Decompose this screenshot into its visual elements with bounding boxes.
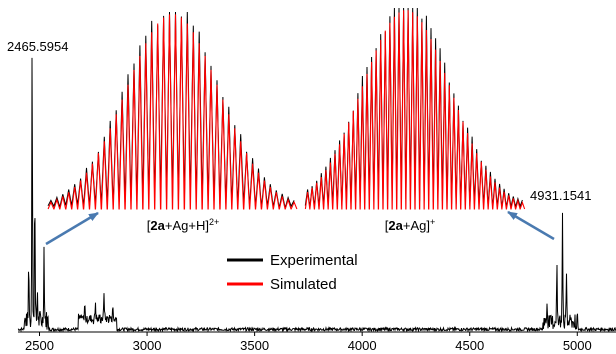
legend-item-experimental: Experimental	[227, 252, 358, 269]
x-ticks: 2500 3000 3500 4000 4500 5000	[25, 332, 592, 353]
legend-label-simulated: Simulated	[270, 276, 337, 293]
arrow-left-to-inset	[45, 211, 99, 246]
spectrum-trace	[17, 57, 616, 333]
legend-item-simulated: Simulated	[227, 276, 337, 293]
x-tick-label-3500: 3500	[240, 338, 269, 353]
x-tick-label-2500: 2500	[25, 338, 54, 353]
x-tick-label-4500: 4500	[455, 338, 484, 353]
inset-isotope-pattern-dication	[47, 11, 298, 210]
inset-label-dication: [2a+Ag+H]2+	[147, 217, 219, 233]
legend-label-experimental: Experimental	[270, 252, 358, 269]
x-tick-label-4000: 4000	[348, 338, 377, 353]
main-spectrum	[17, 57, 616, 333]
inset-1-simulated-trace	[304, 10, 526, 210]
x-tick-label-3000: 3000	[133, 338, 162, 353]
inset-label-monocation: [2a+Ag]+	[385, 217, 435, 233]
inset-0-simulated-trace	[47, 14, 298, 210]
inset-isotope-pattern-monocation	[304, 7, 526, 210]
legend: Experimental Simulated	[227, 252, 358, 293]
peak-label-left: 2465.5954	[7, 39, 68, 54]
arrow-right-to-inset	[507, 210, 555, 241]
peak-label-right: 4931.1541	[530, 188, 591, 203]
x-tick-label-5000: 5000	[563, 338, 592, 353]
